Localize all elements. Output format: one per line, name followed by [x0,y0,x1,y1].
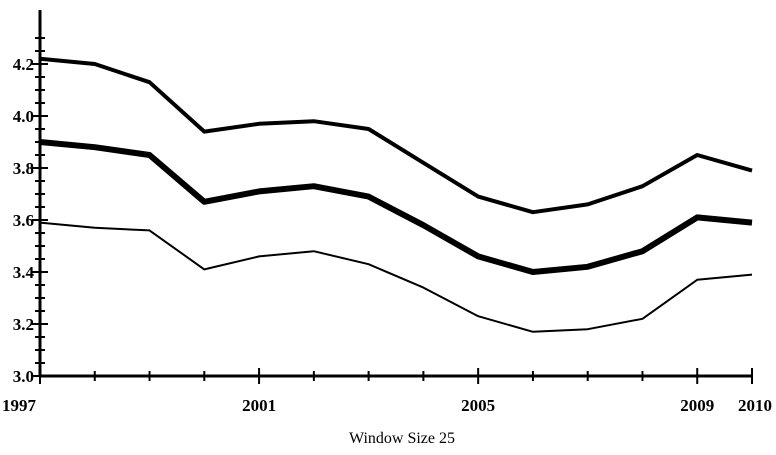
y-tick-label: 3.2 [13,315,34,334]
x-tick-label: 2005 [461,396,495,415]
x-tick-label: 2009 [680,396,714,415]
x-tick-label: 1997 [2,396,37,415]
x-axis-title: Window Size 25 [349,430,455,447]
chart-series [39,56,753,333]
y-tick-label: 3.8 [13,159,34,178]
y-tick-label: 3.6 [13,211,34,230]
y-tick-label: 3.0 [13,367,34,386]
series-line-3 [39,221,753,333]
chart-ticks [32,37,753,384]
chart-axes [38,10,752,378]
y-tick-label: 3.4 [13,263,35,282]
y-tick-label: 4.0 [13,107,34,126]
x-tick-label: 2001 [242,396,276,415]
chart-tick-labels: 3.0 3.2 3.4 3.6 3.8 4.0 4.2 1997 2001 2005 2009 201… [2,55,772,415]
series-line-2 [39,139,753,275]
series-line-1 [39,56,753,215]
x-tick-label: 2010 [738,396,772,415]
y-tick-label: 4.2 [13,55,34,74]
